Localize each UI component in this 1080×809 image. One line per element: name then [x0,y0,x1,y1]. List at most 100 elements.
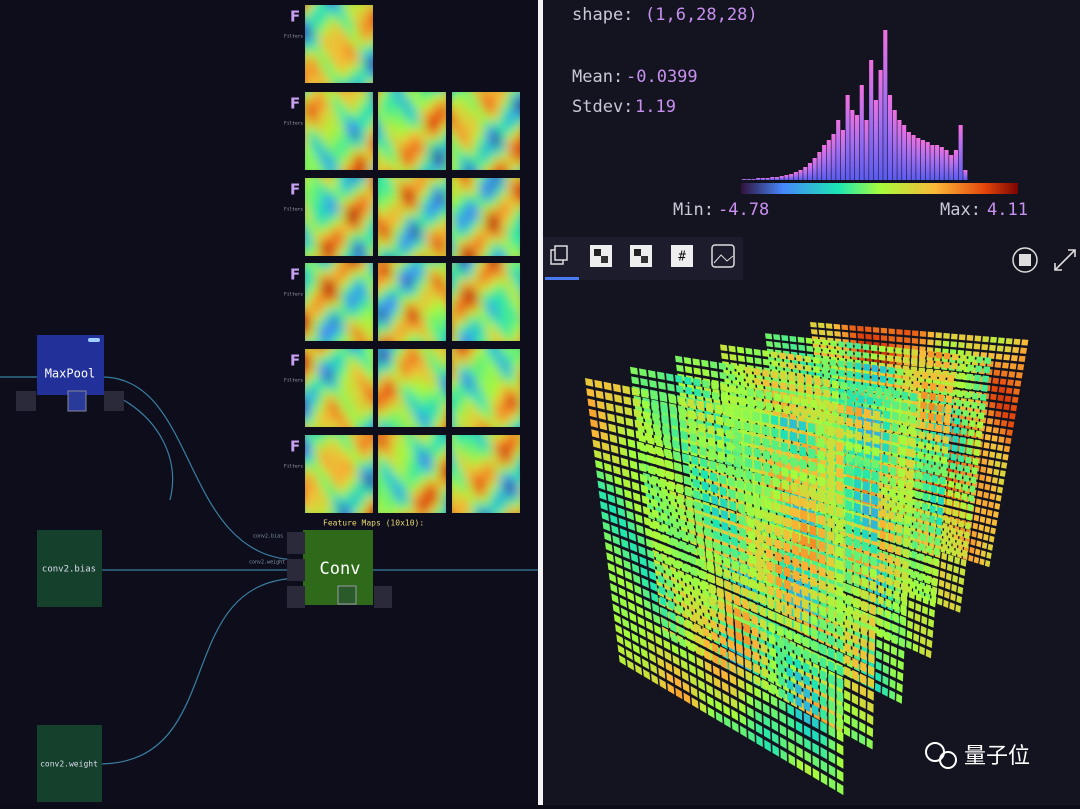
voxel [989,345,996,351]
voxel [813,366,820,373]
map-cell [312,349,319,357]
map-cell [385,302,392,310]
feature-map [298,84,380,178]
voxel [962,410,969,417]
map-cell [412,162,419,170]
map-cell [500,286,507,294]
feature-map [298,170,380,264]
map-cell [385,225,392,233]
voxel [982,500,988,507]
histogram-bar [803,167,807,180]
map-cell [325,482,332,490]
map-cell [459,497,466,505]
voxel [805,365,812,372]
map-cell [479,365,486,373]
map-cell [472,217,479,225]
map-cell [353,419,360,427]
map-cell [479,115,486,123]
voxel [944,353,951,360]
voxel [762,350,769,357]
map-cell [378,248,385,256]
voxel [963,475,969,483]
map-cell [346,490,353,498]
map-cell [439,178,446,186]
map-cell [419,225,426,233]
map-cell [312,458,319,466]
map-cell [432,194,439,202]
map-cell [353,279,360,287]
map-cell [332,240,339,248]
map-cell [405,404,412,412]
toggle[interactable] [88,338,100,342]
map-cell [486,147,493,155]
map-cell [419,466,426,474]
map-cell [325,248,332,256]
map-cell [506,396,513,404]
map-cell [459,194,466,202]
map-cell [412,380,419,388]
maxpool-node[interactable] [37,335,104,395]
map-cell [385,466,392,474]
voxel [932,464,939,472]
map-cell [339,52,346,60]
map-cell [305,443,312,451]
voxel [965,383,972,390]
voxel [905,369,912,377]
histogram-bar [963,170,967,180]
map-cell [359,186,366,194]
map-cell [346,458,353,466]
map-cell [378,411,385,419]
voxel [913,380,920,388]
voxel [863,364,870,372]
map-cell [466,357,473,365]
map-cell [479,458,486,466]
map-cell [398,108,405,116]
map-cell [466,248,473,256]
map-cell [486,435,493,443]
histogram-bar [850,110,854,180]
map-cell [506,201,513,209]
map-cell [385,240,392,248]
map-cell [392,482,399,490]
voxel [846,361,853,368]
map-cell [506,178,513,186]
map-cell [378,162,385,170]
stat-value: -4.78 [718,200,769,220]
map-cell [405,482,412,490]
map-cell [419,419,426,427]
map-cell [486,505,493,513]
tool-heatmap-values[interactable] [630,245,652,267]
map-cell [426,131,433,139]
map-cell [353,67,360,75]
voxel [984,484,990,491]
map-cell [319,52,326,60]
map-cell [466,474,473,482]
map-cell [312,209,319,217]
map-cell [353,482,360,490]
voxel [939,374,946,382]
voxel [754,358,761,365]
map-cell [493,482,500,490]
voxel [992,378,999,384]
voxel [987,418,993,424]
map-cell [412,349,419,357]
tool-heatmap[interactable] [590,245,612,267]
map-cell [366,240,373,248]
voxel [923,483,930,492]
stat-label: shape: [572,5,633,25]
voxel [931,475,938,484]
map-cell [346,21,353,29]
voxel [896,337,902,343]
map-cell [412,325,419,333]
map-cell [452,115,459,123]
map-blur [298,170,380,264]
map-cell [312,380,319,388]
voxel [905,379,912,387]
map-cell [353,310,360,318]
map-cell [366,186,373,194]
voxel [958,342,965,348]
map-cell [426,505,433,513]
map-cell [472,131,479,139]
map-cell [305,28,312,36]
map-cell [305,497,312,505]
